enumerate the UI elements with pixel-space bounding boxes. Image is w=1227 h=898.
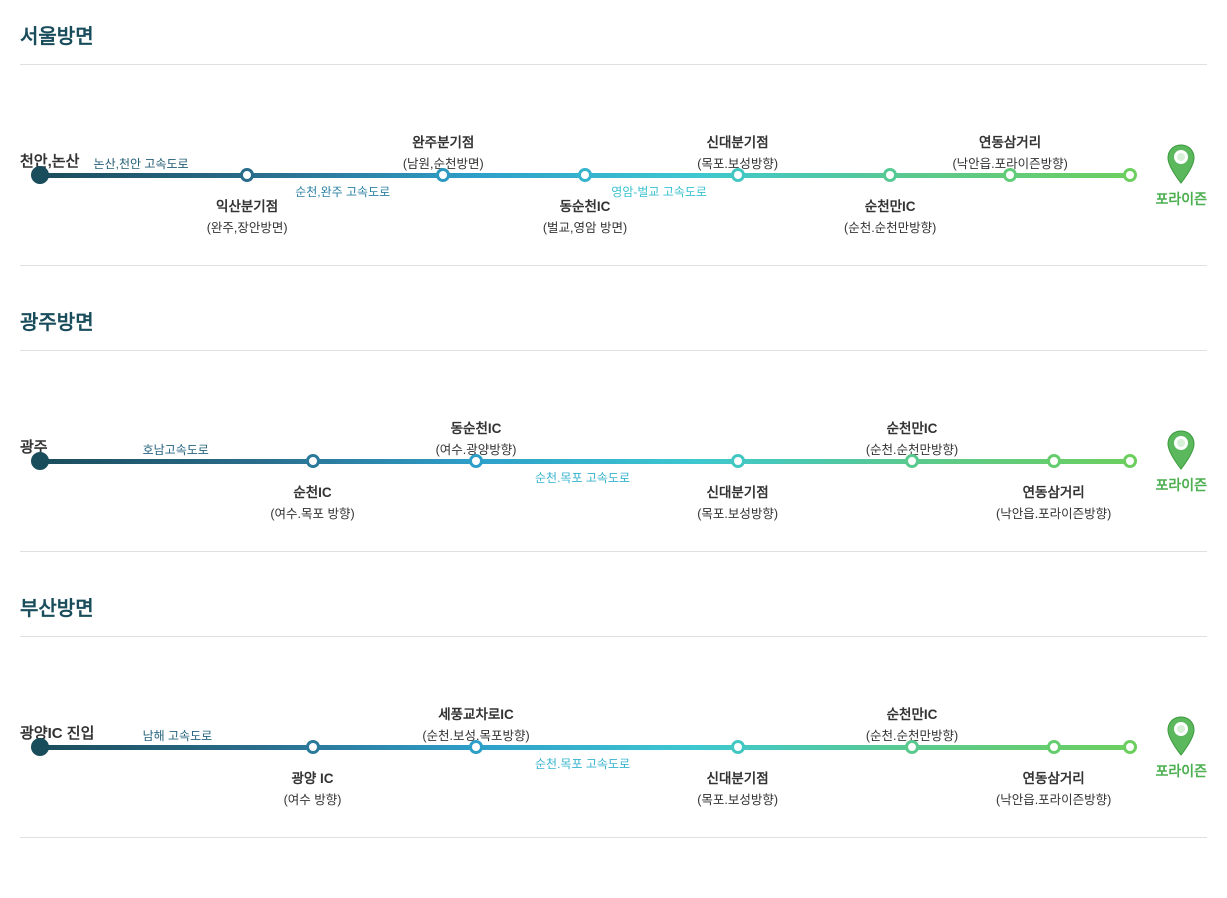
node-label-main: 연동삼거리 xyxy=(1023,485,1085,500)
node-label-main: 광양 IC xyxy=(291,771,333,786)
node-label: 익산분기점 (완주,장안방면) xyxy=(207,195,288,236)
node-label: 순천만IC (순천.순천만방향) xyxy=(844,195,936,236)
highway-label: 순천,완주 고속도로 xyxy=(295,183,390,200)
node-label-main: 익산분기점 xyxy=(216,199,278,214)
node-label-sub: (여수.목포 방향) xyxy=(270,503,354,522)
route-node xyxy=(883,168,897,182)
start-node xyxy=(31,452,49,470)
map-pin-icon xyxy=(1166,715,1196,757)
node-label-sub: (낙안읍.포라이즌방향) xyxy=(996,789,1111,808)
route-section: 서울방면천안,논산익산분기점 (완주,장안방면) 완주분기점(남원,순천방면) 동순천… xyxy=(20,20,1207,266)
node-label-main: 순천만IC xyxy=(865,199,916,214)
route-node xyxy=(1047,740,1061,754)
node-label: 세풍교차로IC(순천.보성.목포방향) xyxy=(422,703,529,744)
highway-label: 순천.목포 고속도로 xyxy=(535,755,630,772)
node-label-main: 신대분기점 xyxy=(707,485,769,500)
route-node xyxy=(731,740,745,754)
route-section: 부산방면광양IC 진입광양 IC (여수 방향) 세풍교차로IC(순천.보성.목포방… xyxy=(20,592,1207,838)
divider xyxy=(20,64,1207,65)
route-node xyxy=(731,168,745,182)
route-node xyxy=(306,454,320,468)
node-label-main: 순천만IC xyxy=(887,707,938,722)
line-segment xyxy=(40,459,1130,464)
node-label-sub: (순천.순천만방향) xyxy=(844,217,936,236)
route-node xyxy=(436,168,450,182)
line-segment xyxy=(40,745,1130,750)
route-start-label: 천안,논산 xyxy=(20,150,79,171)
route-node xyxy=(469,454,483,468)
destination-label: 포라이즌 xyxy=(1155,475,1207,495)
destination-label: 포라이즌 xyxy=(1155,189,1207,209)
node-label-main: 순천만IC xyxy=(887,421,938,436)
node-label-main: 완주분기점 xyxy=(412,135,474,150)
section-title: 부산방면 xyxy=(20,592,1207,621)
node-label-main: 신대분기점 xyxy=(707,771,769,786)
node-label: 동순천IC(여수.광양방향) xyxy=(436,417,517,458)
section-title: 광주방면 xyxy=(20,306,1207,335)
route-node xyxy=(469,740,483,754)
node-label: 연동삼거리 (낙안읍.포라이즌방향) xyxy=(996,481,1111,522)
divider xyxy=(20,265,1207,266)
map-pin-icon xyxy=(1166,143,1196,185)
node-label: 완주분기점(남원,순천방면) xyxy=(403,131,484,172)
destination: 포라이즌 xyxy=(1155,429,1207,495)
route-container: 천안,논산익산분기점 (완주,장안방면) 완주분기점(남원,순천방면) 동순천IC (벌… xyxy=(20,105,1207,235)
node-label-main: 연동삼거리 xyxy=(979,135,1041,150)
node-label: 광양 IC (여수 방향) xyxy=(284,767,342,808)
node-label-sub: (낙안읍.포라이즌방향) xyxy=(996,503,1111,522)
divider xyxy=(20,837,1207,838)
node-label: 신대분기점 (목포.보성방향) xyxy=(697,767,778,808)
divider xyxy=(20,350,1207,351)
destination: 포라이즌 xyxy=(1155,143,1207,209)
destination-label: 포라이즌 xyxy=(1155,761,1207,781)
node-label-sub: (완주,장안방면) xyxy=(207,217,288,236)
route-node xyxy=(731,454,745,468)
route-node xyxy=(1003,168,1017,182)
route-node xyxy=(1047,454,1061,468)
destination: 포라이즌 xyxy=(1155,715,1207,781)
end-node xyxy=(1123,168,1137,182)
route-container: 광양IC 진입광양 IC (여수 방향) 세풍교차로IC(순천.보성.목포방향) 신대… xyxy=(20,677,1207,807)
node-label: 연동삼거리(낙안읍.포라이즌방향) xyxy=(952,131,1067,172)
highway-label: 남해 고속도로 xyxy=(143,727,213,744)
route-node xyxy=(240,168,254,182)
highway-label: 순천.목포 고속도로 xyxy=(535,469,630,486)
node-label-main: 세풍교차로IC xyxy=(438,707,514,722)
route-container: 광주순천IC(여수.목포 방향)동순천IC(여수.광양방향)신대분기점(목포.보… xyxy=(20,391,1207,521)
node-label: 순천만IC(순천.순천만방향) xyxy=(866,417,958,458)
route-node xyxy=(578,168,592,182)
node-label: 순천만IC(순천.순천만방향) xyxy=(866,703,958,744)
node-label-main: 신대분기점 xyxy=(707,135,769,150)
highway-label: 호남고속도로 xyxy=(143,441,209,458)
node-label: 신대분기점 (목포.보성방향) xyxy=(697,481,778,522)
node-label: 연동삼거리 (낙안읍.포라이즌방향) xyxy=(996,767,1111,808)
node-label-main: 동순천IC xyxy=(560,199,611,214)
start-node xyxy=(31,166,49,184)
route-node xyxy=(306,740,320,754)
map-pin-icon xyxy=(1166,429,1196,471)
node-label-sub: (목포.보성방향) xyxy=(697,503,778,522)
node-label-main: 연동삼거리 xyxy=(1023,771,1085,786)
node-label: 순천IC (여수.목포 방향) xyxy=(270,481,354,522)
node-label-main: 순천IC xyxy=(293,485,331,500)
route-node xyxy=(905,454,919,468)
node-label: 신대분기점(목포.보성방향) xyxy=(697,131,778,172)
route-node xyxy=(905,740,919,754)
highway-label: 논산,천안 고속도로 xyxy=(94,155,189,172)
start-node xyxy=(31,738,49,756)
highway-label: 영암-벌교 고속도로 xyxy=(611,183,707,200)
route-start-label: 광양IC 진입 xyxy=(20,722,94,743)
section-title: 서울방면 xyxy=(20,20,1207,49)
node-label-main: 동순천IC xyxy=(451,421,502,436)
node-label: 동순천IC (벌교,영암 방면) xyxy=(543,195,627,236)
node-label-sub: (목포.보성방향) xyxy=(697,789,778,808)
node-label-sub: (여수 방향) xyxy=(284,789,342,808)
end-node xyxy=(1123,454,1137,468)
end-node xyxy=(1123,740,1137,754)
route-section: 광주방면광주순천IC(여수.목포 방향)동순천IC(여수.광양방향)신대분기점(… xyxy=(20,306,1207,552)
node-label-sub: (벌교,영암 방면) xyxy=(543,217,627,236)
divider xyxy=(20,636,1207,637)
divider xyxy=(20,551,1207,552)
